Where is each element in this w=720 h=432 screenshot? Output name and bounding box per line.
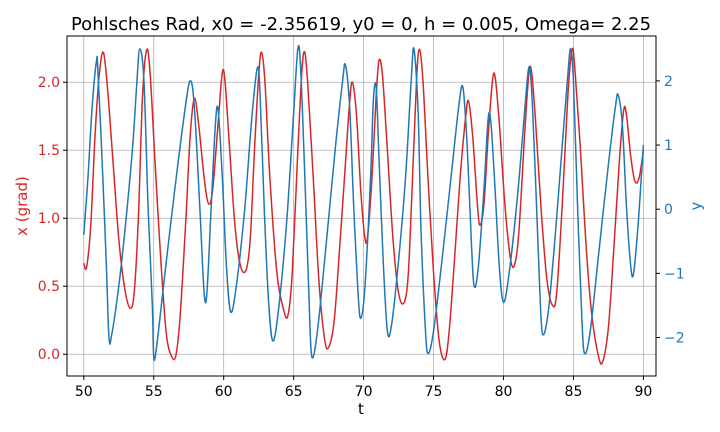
y-left-tick-label: 2.0 xyxy=(38,75,60,91)
series-line-y xyxy=(83,44,645,362)
y-axis-right: −2 −1 0 1 2 xyxy=(656,74,685,347)
x-tick-label: 60 xyxy=(215,384,233,400)
y-right-tick-label: 2 xyxy=(664,74,673,90)
series-line-x xyxy=(83,47,645,365)
y-axis-right-label: y xyxy=(687,201,705,210)
series-layer xyxy=(83,44,645,365)
y-left-tick-label: 1.0 xyxy=(38,211,60,227)
y-left-tick-label: 0.0 xyxy=(38,347,60,363)
x-tick-label: 85 xyxy=(565,384,583,400)
x-tick-label: 55 xyxy=(145,384,163,400)
x-axis-label: t xyxy=(358,400,364,418)
y-left-tick-label: 1.5 xyxy=(38,143,60,159)
y-axis-left-label: x (grad) xyxy=(13,176,31,236)
x-tick-label: 80 xyxy=(495,384,513,400)
x-tick-label: 50 xyxy=(75,384,93,400)
x-tick-label: 75 xyxy=(425,384,443,400)
y-right-tick-label: 1 xyxy=(664,138,673,154)
plot-frame xyxy=(66,35,657,377)
x-axis: 50 55 60 65 70 75 80 85 90 xyxy=(75,376,652,400)
x-tick-label: 90 xyxy=(634,384,652,400)
y-right-tick-label: −1 xyxy=(664,266,685,282)
x-tick-label: 70 xyxy=(355,384,373,400)
y-right-tick-label: −2 xyxy=(664,331,685,347)
chart-title: Pohlsches Rad, x0 = -2.35619, y0 = 0, h … xyxy=(71,14,651,35)
y-axis-left: 0.0 0.5 1.0 1.5 2.0 xyxy=(38,75,67,363)
x-tick-label: 65 xyxy=(285,384,303,400)
y-right-tick-label: 0 xyxy=(664,202,673,218)
y-left-tick-label: 0.5 xyxy=(38,279,60,295)
grid xyxy=(67,36,656,376)
